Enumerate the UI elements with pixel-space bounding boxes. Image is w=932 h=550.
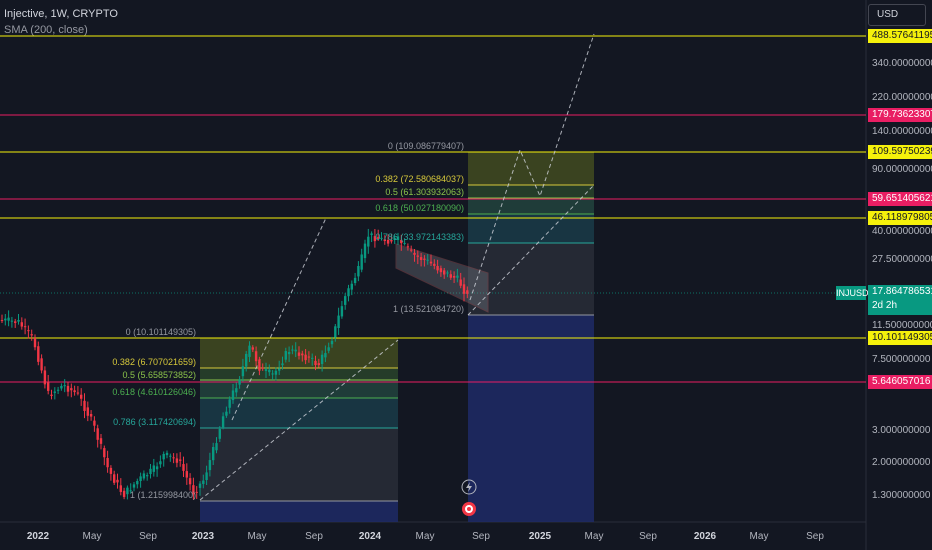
time-tick: 2023 [191,531,215,542]
fib-retracement-left[interactable] [200,338,398,522]
time-tick: May [415,531,435,542]
price-tick: 220.000000000 [872,92,932,103]
level-tag: 179.736233074 [868,108,932,122]
fib-level-label: 0.786 (33.972143383) [375,232,464,242]
time-tick: Sep [139,531,157,542]
level-tag: 10.101149305 [868,331,932,345]
symbol-badge: INJUSD [836,286,869,300]
time-tick: 2022 [26,531,50,542]
level-tag: 59.651405621 [868,192,932,206]
price-tick: 90.000000000 [872,164,932,175]
time-tick: May [749,531,769,542]
price-tick: 1.300000000 [872,490,931,501]
price-tick: 40.000000000 [872,226,932,237]
time-tick: May [584,531,604,542]
level-tag: 109.597502393 [868,145,932,159]
symbol-title[interactable]: Injective, 1W, CRYPTO [4,8,118,20]
fib-level-label: 0.5 (5.658573852) [122,370,196,380]
descending-channel[interactable] [395,243,489,313]
fib-level-label: 0.618 (4.610126046) [112,387,196,397]
current-price-tag: 17.864786531 2d 2h [868,285,932,315]
time-tick: 2025 [528,531,552,542]
countdown-label: 2d 2h [872,300,898,311]
price-tick: 7.500000000 [872,354,931,365]
time-tick: May [247,531,267,542]
price-tick: 11.500000000 [872,320,932,331]
level-tag: 5.646057016 [868,375,932,389]
projection-lines[interactable] [199,33,595,501]
current-price-value: 17.864786531 [872,286,932,297]
fib-level-label: 0 (109.086779407) [387,141,464,151]
price-tick: 27.500000000 [872,254,932,265]
earnings-icon[interactable] [462,502,476,516]
fib-level-label: 1 (1.215998400) [129,490,196,500]
price-tick: 340.000000000 [872,58,932,69]
level-tag: 46.118979805 [868,211,932,225]
fib-level-label: 0.382 (6.707021659) [112,357,196,367]
time-tick: Sep [639,531,657,542]
time-tick: May [82,531,102,542]
fib-level-label: 0.786 (3.117420694) [113,417,196,427]
time-tick: Sep [305,531,323,542]
time-tick: Sep [472,531,490,542]
price-tick: 2.000000000 [872,457,931,468]
fib-level-label: 0.5 (61.303932063) [385,187,464,197]
indicator-label[interactable]: SMA (200, close) [4,24,88,36]
price-tick: 140.000000000 [872,126,932,137]
candlesticks [0,228,469,500]
fib-level-label: 0.382 (72.580684037) [375,174,464,184]
fib-retracement-right[interactable] [468,152,594,522]
level-tag: 488.576411953 [868,29,932,43]
currency-selector[interactable]: USD [868,4,926,26]
time-tick: 2024 [358,531,382,542]
fib-level-label: 0.618 (50.027180090) [375,203,464,213]
fib-level-label: 0 (10.101149305) [125,327,196,337]
time-tick: Sep [806,531,824,542]
fib-level-label: 1 (13.521084720) [392,304,464,314]
price-tick: 3.000000000 [872,425,931,436]
horizontal-levels[interactable] [0,35,866,383]
time-tick: 2026 [693,531,717,542]
lightning-icon[interactable] [461,479,477,495]
